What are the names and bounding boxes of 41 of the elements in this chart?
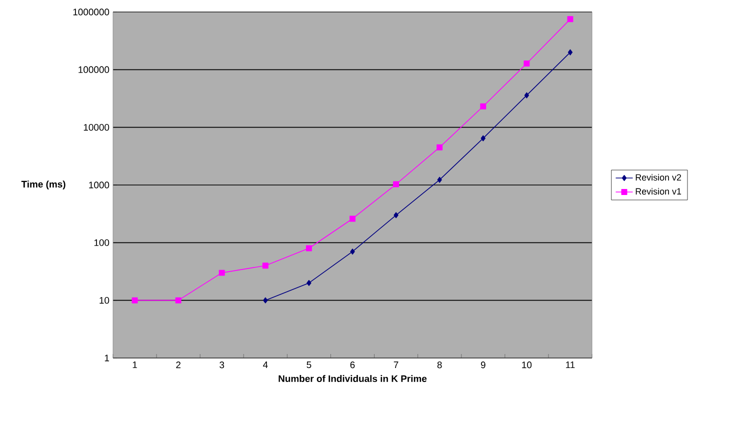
point <box>524 92 530 98</box>
legend-label: Revision v1 <box>636 188 682 195</box>
point <box>393 181 400 188</box>
x-axis-title: Number of Individuals in K Prime <box>278 375 427 382</box>
point <box>306 245 312 252</box>
point <box>218 270 225 276</box>
y-axis-title: Time (ms) <box>21 180 66 190</box>
point <box>132 297 138 304</box>
x-tick-label: 7 <box>394 362 398 368</box>
y-tick-label: 100000 <box>78 66 110 74</box>
y-tick-label: 100 <box>94 239 110 246</box>
x-tick-label: 11 <box>566 362 575 368</box>
y-tick-label: 1 <box>104 354 110 362</box>
y-tick-label: 1000 <box>89 182 110 188</box>
x-tick-label: 5 <box>306 362 312 368</box>
point <box>262 262 268 269</box>
point <box>263 297 268 304</box>
x-tick-label: 6 <box>350 362 355 368</box>
x-tick-label: 3 <box>220 362 224 368</box>
point <box>567 16 574 22</box>
y-tick-label: 1000000 <box>73 8 110 16</box>
x-tick-label: 4 <box>263 362 268 368</box>
x-tick-label: 1 <box>132 362 137 368</box>
point <box>568 49 573 56</box>
point <box>350 216 356 222</box>
y-tick-label: 10000 <box>84 124 110 131</box>
point <box>524 60 530 66</box>
point <box>394 212 398 218</box>
y-tick-label: 10 <box>100 296 110 304</box>
point <box>175 297 182 304</box>
point <box>437 176 442 183</box>
x-tick-label: 9 <box>480 362 486 368</box>
x-tick-label: 2 <box>176 362 180 368</box>
x-tick-label: 10 <box>522 362 532 368</box>
legend-label: Revision v2 <box>636 174 682 181</box>
point <box>350 248 355 255</box>
point <box>306 280 312 286</box>
point <box>480 135 486 142</box>
point <box>480 103 486 110</box>
x-tick-label: 8 <box>437 362 442 368</box>
point <box>436 144 443 150</box>
